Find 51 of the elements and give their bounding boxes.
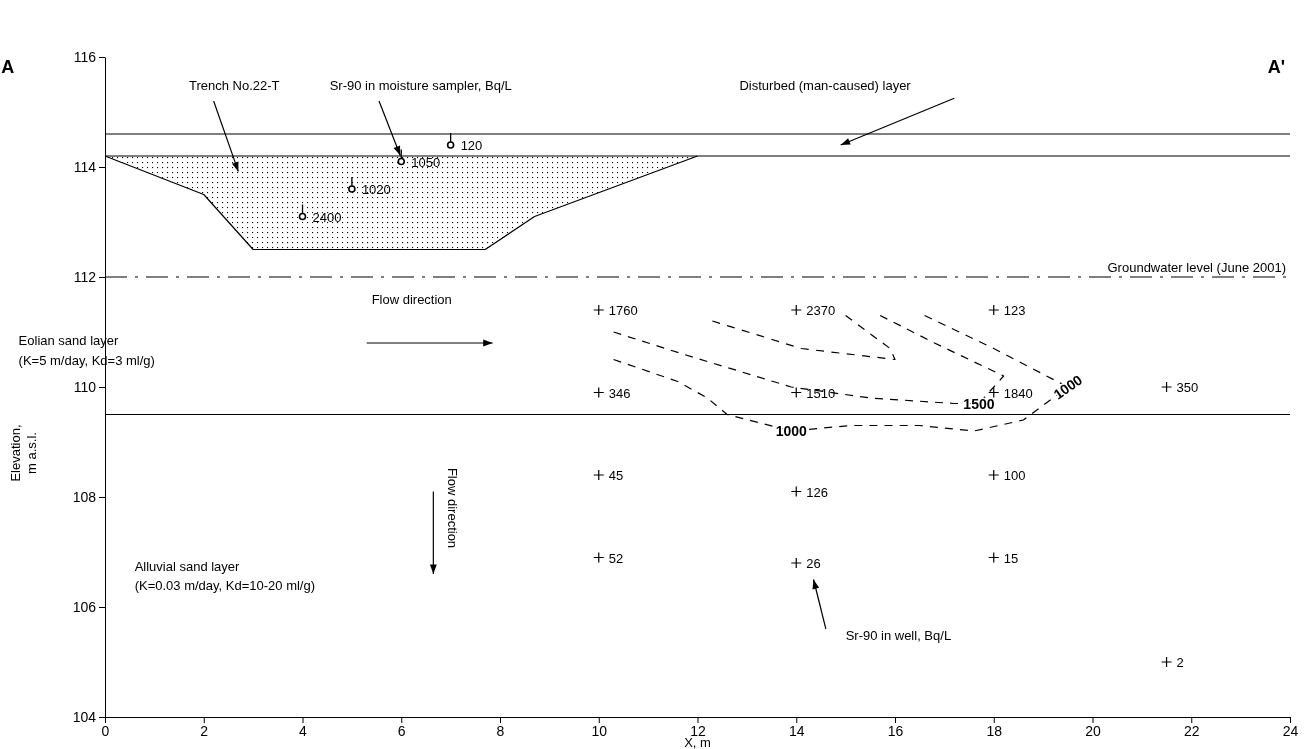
y-axis-title: Elevation, m a.s.l. xyxy=(8,424,39,482)
y-tick-label: 104 xyxy=(72,708,97,725)
annotation: 15 xyxy=(1003,550,1019,566)
annotation: 2400 xyxy=(312,209,342,225)
annotation: 1500 xyxy=(963,395,995,412)
annotation: (K=0.03 m/day, Kd=10-20 ml/g) xyxy=(134,578,316,593)
annotation: 100 xyxy=(1003,468,1026,483)
annotation: Sr-90 in moisture sampler, Bq/L xyxy=(329,77,512,93)
x-tick-label: 24 xyxy=(1282,722,1299,739)
annotation: 2370 xyxy=(806,303,836,318)
annotation: 2 xyxy=(1176,655,1184,670)
x-tick-label: 10 xyxy=(591,722,608,739)
annotation: 1050 xyxy=(411,154,441,170)
x-tick-label: 20 xyxy=(1085,722,1101,739)
annotation: 123 xyxy=(1003,303,1026,318)
ref-line-label: Groundwater level (June 2001) xyxy=(1107,260,1286,275)
x-tick-label: 16 xyxy=(887,722,904,739)
text: A xyxy=(1,57,15,77)
annotation: 346 xyxy=(608,385,631,401)
y-tick-label: 108 xyxy=(72,488,97,505)
x-tick-label: 14 xyxy=(788,722,805,739)
annotation: 126 xyxy=(806,484,828,500)
x-tick-label: 4 xyxy=(299,722,308,739)
annotation: Trench No.22-T xyxy=(188,77,280,93)
y-tick-label: 114 xyxy=(73,158,97,175)
annotation: 1760 xyxy=(608,303,638,318)
x-tick-label: 8 xyxy=(496,722,505,739)
annotation: 350 xyxy=(1176,380,1199,395)
annotation: 45 xyxy=(608,468,624,483)
annotation: 1000 xyxy=(775,423,808,439)
x-tick-label: 2 xyxy=(200,722,209,739)
annotation: Flow direction xyxy=(371,292,452,307)
x-tick-label: 22 xyxy=(1183,722,1200,739)
annotation: Alluvial sand layer xyxy=(134,558,241,574)
annotation: Flow direction xyxy=(445,467,461,549)
y-tick-label: 110 xyxy=(73,378,97,395)
y-tick-label: 106 xyxy=(72,598,97,615)
annotation: 120 xyxy=(460,138,483,153)
y-tick-label: 112 xyxy=(73,268,97,285)
x-tick-label: 18 xyxy=(986,722,1003,739)
annotation: 1840 xyxy=(1003,385,1033,401)
x-tick-label: 0 xyxy=(101,722,110,739)
annotation: 1020 xyxy=(361,182,391,197)
annotation: Sr-90 in well, Bq/L xyxy=(845,627,952,643)
x-tick-label: 6 xyxy=(397,722,406,739)
y-tick-label: 116 xyxy=(73,48,97,65)
annotation: 26 xyxy=(806,556,821,571)
annotation: A' xyxy=(1267,57,1286,77)
annotation: Disturbed (man-caused) layer xyxy=(739,77,912,93)
annotation: 1510 xyxy=(806,385,836,401)
annotation: 52 xyxy=(608,550,624,566)
